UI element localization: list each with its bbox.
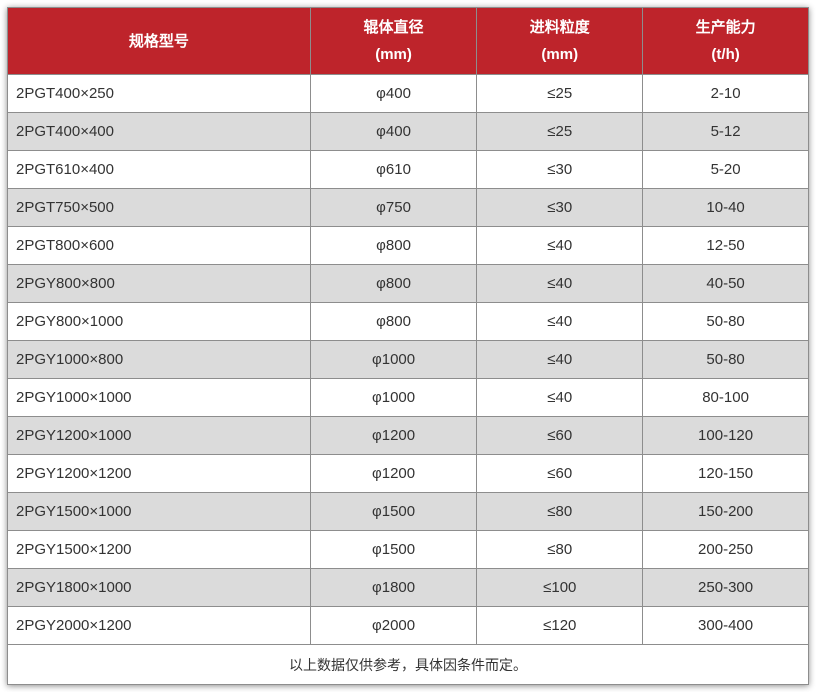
diameter-cell: φ1000	[309, 378, 478, 417]
diameter-cell: φ800	[309, 302, 478, 341]
diameter-cell: φ750	[309, 188, 478, 227]
table-row: 2PGT400×400 φ400 ≤25 5-12	[7, 112, 809, 151]
capacity-cell: 2-10	[642, 74, 809, 113]
feed-size-cell: ≤40	[476, 226, 644, 265]
column-header-model: 规格型号	[7, 7, 311, 75]
model-cell: 2PGY1500×1200	[7, 530, 311, 569]
capacity-cell: 200-250	[642, 530, 809, 569]
column-header-capacity: 生产能力 (t/h)	[642, 7, 809, 75]
model-cell: 2PGT610×400	[7, 150, 311, 189]
spec-table: 规格型号 辊体直径 (mm) 进料粒度 (mm) 生产能力 (t/h) 2PGT…	[7, 7, 809, 685]
capacity-cell: 10-40	[642, 188, 809, 227]
model-cell: 2PGT400×250	[7, 74, 311, 113]
table-row: 2PGT610×400 φ610 ≤30 5-20	[7, 150, 809, 189]
feed-size-cell: ≤80	[476, 492, 644, 531]
feed-size-cell: ≤60	[476, 454, 644, 493]
diameter-cell: φ1200	[309, 416, 478, 455]
model-cell: 2PGY800×1000	[7, 302, 311, 341]
table-row: 2PGY800×1000 φ800 ≤40 50-80	[7, 302, 809, 341]
table-footer-row: 以上数据仅供参考，具体因条件而定。	[7, 644, 809, 685]
table-row: 2PGT750×500 φ750 ≤30 10-40	[7, 188, 809, 227]
table-header-row: 规格型号 辊体直径 (mm) 进料粒度 (mm) 生产能力 (t/h)	[7, 7, 809, 75]
model-cell: 2PGY1200×1200	[7, 454, 311, 493]
column-unit-diameter: (mm)	[375, 46, 412, 63]
table-body: 2PGT400×250 φ400 ≤25 2-10 2PGT400×400 φ400 ≤25…	[7, 74, 809, 645]
table-row: 2PGT400×250 φ400 ≤25 2-10	[7, 74, 809, 113]
model-cell: 2PGY1800×1000	[7, 568, 311, 607]
model-cell: 2PGT750×500	[7, 188, 311, 227]
diameter-cell: φ800	[309, 226, 478, 265]
capacity-cell: 100-120	[642, 416, 809, 455]
diameter-cell: φ400	[309, 112, 478, 151]
table-footnote: 以上数据仅供参考，具体因条件而定。	[7, 644, 809, 685]
diameter-cell: φ1500	[309, 530, 478, 569]
feed-size-cell: ≤80	[476, 530, 644, 569]
capacity-cell: 40-50	[642, 264, 809, 303]
feed-size-cell: ≤30	[476, 150, 644, 189]
feed-size-cell: ≤120	[476, 606, 644, 645]
table-row: 2PGY800×800 φ800 ≤40 40-50	[7, 264, 809, 303]
feed-size-cell: ≤40	[476, 264, 644, 303]
capacity-cell: 5-12	[642, 112, 809, 151]
model-cell: 2PGY800×800	[7, 264, 311, 303]
table-row: 2PGY1500×1200 φ1500 ≤80 200-250	[7, 530, 809, 569]
model-cell: 2PGY1000×800	[7, 340, 311, 379]
table-row: 2PGY1000×800 φ1000 ≤40 50-80	[7, 340, 809, 379]
model-cell: 2PGY1200×1000	[7, 416, 311, 455]
capacity-cell: 300-400	[642, 606, 809, 645]
diameter-cell: φ2000	[309, 606, 478, 645]
capacity-cell: 50-80	[642, 302, 809, 341]
column-unit-feed-size: (mm)	[541, 46, 579, 63]
table-row: 2PGY1800×1000 φ1800 ≤100 250-300	[7, 568, 809, 607]
table-row: 2PGY1500×1000 φ1500 ≤80 150-200	[7, 492, 809, 531]
diameter-cell: φ1800	[309, 568, 478, 607]
feed-size-cell: ≤40	[476, 302, 644, 341]
capacity-cell: 12-50	[642, 226, 809, 265]
table-row: 2PGY1000×1000 φ1000 ≤40 80-100	[7, 378, 809, 417]
diameter-cell: φ400	[309, 74, 478, 113]
column-header-feed-size: 进料粒度 (mm)	[476, 7, 644, 75]
table-row: 2PGY2000×1200 φ2000 ≤120 300-400	[7, 606, 809, 645]
capacity-cell: 80-100	[642, 378, 809, 417]
diameter-cell: φ800	[309, 264, 478, 303]
model-cell: 2PGY2000×1200	[7, 606, 311, 645]
capacity-cell: 5-20	[642, 150, 809, 189]
diameter-cell: φ1200	[309, 454, 478, 493]
capacity-cell: 150-200	[642, 492, 809, 531]
feed-size-cell: ≤40	[476, 378, 644, 417]
feed-size-cell: ≤30	[476, 188, 644, 227]
feed-size-cell: ≤40	[476, 340, 644, 379]
model-cell: 2PGT400×400	[7, 112, 311, 151]
feed-size-cell: ≤60	[476, 416, 644, 455]
column-unit-capacity: (t/h)	[711, 46, 740, 63]
model-cell: 2PGT800×600	[7, 226, 311, 265]
model-cell: 2PGY1500×1000	[7, 492, 311, 531]
feed-size-cell: ≤100	[476, 568, 644, 607]
column-title-diameter: 辊体直径	[363, 19, 424, 36]
column-title-capacity: 生产能力	[695, 19, 756, 36]
table-row: 2PGY1200×1000 φ1200 ≤60 100-120	[7, 416, 809, 455]
table-row: 2PGT800×600 φ800 ≤40 12-50	[7, 226, 809, 265]
spec-table-container: 规格型号 辊体直径 (mm) 进料粒度 (mm) 生产能力 (t/h) 2PGT…	[7, 7, 809, 685]
diameter-cell: φ610	[309, 150, 478, 189]
feed-size-cell: ≤25	[476, 74, 644, 113]
column-title-model: 规格型号	[128, 32, 189, 50]
capacity-cell: 250-300	[642, 568, 809, 607]
diameter-cell: φ1500	[309, 492, 478, 531]
column-title-feed-size: 进料粒度	[529, 19, 590, 36]
model-cell: 2PGY1000×1000	[7, 378, 311, 417]
table-row: 2PGY1200×1200 φ1200 ≤60 120-150	[7, 454, 809, 493]
capacity-cell: 120-150	[642, 454, 809, 493]
capacity-cell: 50-80	[642, 340, 809, 379]
column-header-diameter: 辊体直径 (mm)	[309, 7, 478, 75]
feed-size-cell: ≤25	[476, 112, 644, 151]
diameter-cell: φ1000	[309, 340, 478, 379]
